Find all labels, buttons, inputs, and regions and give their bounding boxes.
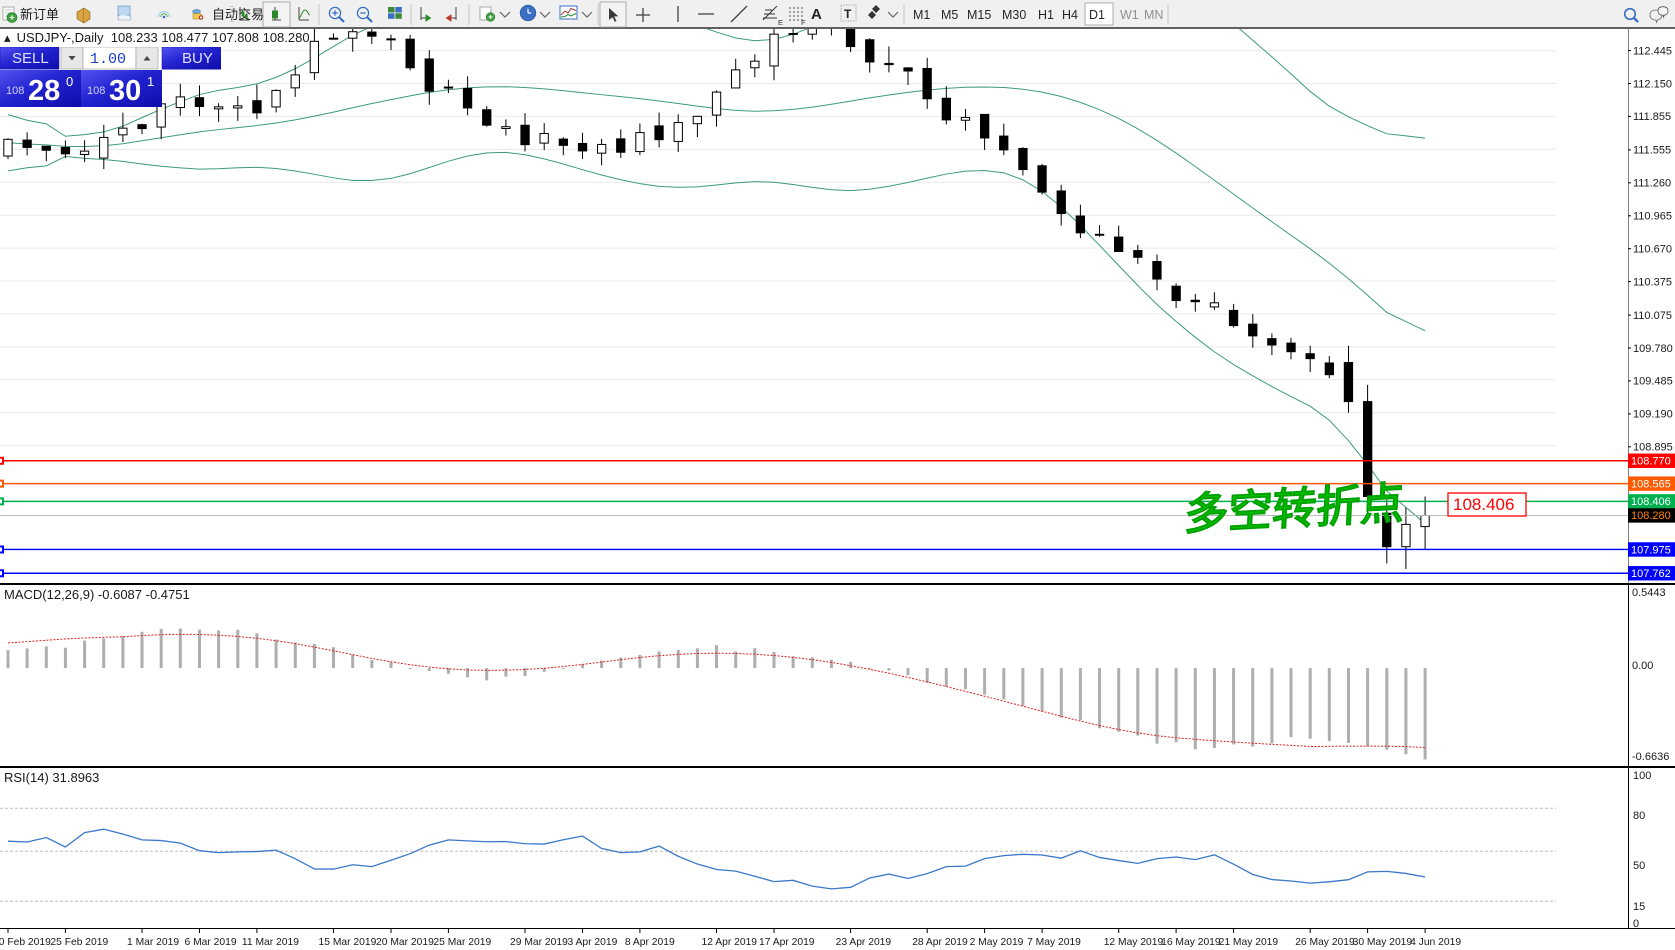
- svg-text:108.770: 108.770: [1631, 456, 1671, 468]
- svg-text:110.075: 110.075: [1633, 310, 1672, 322]
- svg-text:H1: H1: [1038, 8, 1054, 22]
- svg-text:30 May 2019: 30 May 2019: [1353, 937, 1413, 948]
- svg-text:新订单: 新订单: [20, 7, 59, 22]
- svg-text:108.895: 108.895: [1633, 442, 1673, 454]
- svg-text:111.855: 111.855: [1633, 111, 1671, 123]
- svg-text:112.150: 112.150: [1633, 78, 1672, 90]
- svg-text:11 Mar 2019: 11 Mar 2019: [242, 937, 299, 948]
- svg-text:108.565: 108.565: [1631, 478, 1671, 490]
- svg-text:M5: M5: [941, 8, 958, 22]
- svg-text:F: F: [801, 18, 806, 27]
- svg-text:108: 108: [87, 85, 105, 97]
- svg-text:20 Feb 2019: 20 Feb 2019: [0, 937, 51, 948]
- svg-text:23 Apr 2019: 23 Apr 2019: [836, 937, 892, 948]
- svg-text:108: 108: [6, 85, 24, 97]
- svg-text:M1: M1: [913, 8, 930, 22]
- svg-text:12 May 2019: 12 May 2019: [1104, 937, 1164, 948]
- svg-text:3 Apr 2019: 3 Apr 2019: [568, 937, 618, 948]
- svg-text:28 Apr 2019: 28 Apr 2019: [912, 937, 968, 948]
- svg-text:30: 30: [109, 75, 141, 107]
- svg-text:W1: W1: [1120, 8, 1139, 22]
- svg-text:A: A: [811, 6, 822, 23]
- svg-text:108.406: 108.406: [1453, 495, 1514, 514]
- svg-text:109.485: 109.485: [1633, 376, 1673, 388]
- svg-text:SELL: SELL: [12, 50, 49, 67]
- svg-text:29 Mar 2019: 29 Mar 2019: [510, 937, 568, 948]
- svg-text:26 May 2019: 26 May 2019: [1295, 937, 1355, 948]
- svg-text:1.00: 1.00: [90, 51, 126, 68]
- svg-text:110.375: 110.375: [1633, 276, 1672, 288]
- svg-text:12 Apr 2019: 12 Apr 2019: [702, 937, 758, 948]
- svg-text:111.555: 111.555: [1633, 145, 1671, 157]
- svg-text:1 Mar 2019: 1 Mar 2019: [127, 937, 179, 948]
- svg-text:E: E: [778, 18, 783, 27]
- svg-text:21 May 2019: 21 May 2019: [1219, 937, 1279, 948]
- svg-text:110.670: 110.670: [1633, 244, 1672, 256]
- svg-text:D1: D1: [1089, 8, 1105, 22]
- svg-text:110.965: 110.965: [1633, 211, 1672, 223]
- svg-text:25 Mar 2019: 25 Mar 2019: [433, 937, 491, 948]
- svg-text:108.280: 108.280: [1631, 510, 1671, 522]
- svg-text:108.406: 108.406: [1631, 496, 1671, 508]
- svg-text:M30: M30: [1002, 8, 1026, 22]
- svg-text:多空转折点: 多空转折点: [1183, 479, 1405, 540]
- svg-text:BUY: BUY: [182, 50, 213, 67]
- svg-text:107.975: 107.975: [1631, 544, 1671, 556]
- svg-text:T: T: [844, 7, 852, 21]
- svg-text:16 May 2019: 16 May 2019: [1161, 937, 1221, 948]
- svg-text:20 Mar 2019: 20 Mar 2019: [376, 937, 434, 948]
- svg-text:111.260: 111.260: [1633, 178, 1671, 190]
- svg-text:15 Mar 2019: 15 Mar 2019: [319, 937, 377, 948]
- svg-text:112.445: 112.445: [1633, 45, 1672, 57]
- svg-text:自动交易: 自动交易: [212, 7, 264, 22]
- svg-text:109.780: 109.780: [1633, 343, 1673, 355]
- svg-text:109.190: 109.190: [1633, 409, 1673, 421]
- svg-text:8 Apr 2019: 8 Apr 2019: [625, 937, 675, 948]
- svg-text:6 Mar 2019: 6 Mar 2019: [185, 937, 237, 948]
- svg-text:7 May 2019: 7 May 2019: [1027, 937, 1081, 948]
- svg-text:107.762: 107.762: [1631, 568, 1671, 580]
- svg-text:MN: MN: [1144, 8, 1163, 22]
- svg-text:0: 0: [66, 74, 73, 89]
- svg-text:28: 28: [28, 75, 60, 107]
- svg-text:M15: M15: [967, 8, 991, 22]
- svg-text:25 Feb 2019: 25 Feb 2019: [50, 937, 108, 948]
- svg-text:4 Jun 2019: 4 Jun 2019: [1410, 937, 1461, 948]
- svg-text:1: 1: [147, 74, 154, 89]
- svg-text:17 Apr 2019: 17 Apr 2019: [759, 937, 815, 948]
- svg-text:2 May 2019: 2 May 2019: [970, 937, 1024, 948]
- svg-text:H4: H4: [1062, 8, 1078, 22]
